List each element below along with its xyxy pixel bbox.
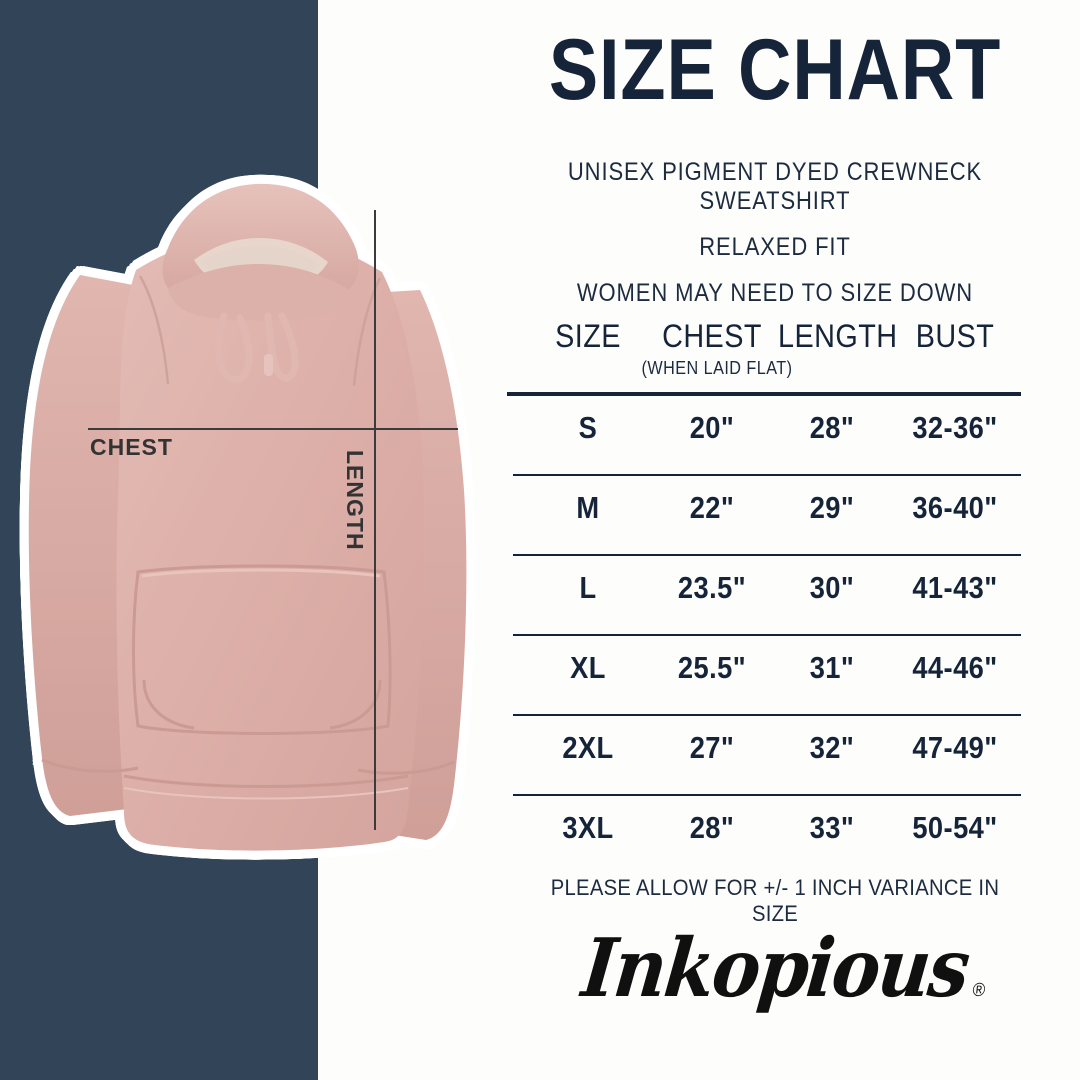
page-title: SIZE CHART	[548, 22, 1002, 118]
cell-bust: 44-46"	[912, 650, 998, 685]
cell-chest: 28"	[689, 810, 735, 845]
cell-length: 28"	[809, 410, 855, 445]
cell-bust: 36-40"	[912, 490, 998, 525]
cell-size: XL	[570, 650, 606, 685]
row-divider	[513, 714, 1021, 716]
cell-bust: 41-43"	[912, 570, 998, 605]
product-image-stage: CHEST LENGTH	[0, 0, 520, 1080]
hoodie-neck-band	[168, 264, 350, 321]
cell-bust: 32-36"	[912, 410, 998, 445]
hoodie-drawstring-right	[264, 312, 299, 382]
table-row: S 20" 28" 32-36"	[505, 396, 1045, 476]
hoodie-pocket-right-opening	[329, 679, 382, 730]
row-divider	[513, 474, 1021, 476]
cell-length: 31"	[809, 650, 855, 685]
cell-length: 30"	[809, 570, 855, 605]
table-body: S 20" 28" 32-36" M 22" 29" 36-40" L 23.5…	[505, 396, 1045, 876]
cell-chest: 22"	[689, 490, 735, 525]
hoodie-pocket-left-opening	[142, 679, 195, 730]
hoodie-left-cuff	[41, 758, 139, 773]
cell-size: L	[579, 570, 597, 605]
cell-chest: 23.5"	[677, 570, 747, 605]
cell-size: S	[578, 410, 598, 445]
cell-size: M	[576, 490, 600, 525]
cell-size: 2XL	[562, 730, 614, 765]
brand-name: Inkopious ®	[577, 919, 984, 1016]
column-header-length: LENGTH	[778, 318, 898, 354]
table-row: XL 25.5" 31" 44-46"	[505, 636, 1045, 716]
subtitle-block: UNISEX PIGMENT DYED CREWNECK SWEATSHIRT …	[505, 158, 1045, 325]
cell-chest: 20"	[689, 410, 735, 445]
length-measurement-label: LENGTH	[342, 450, 368, 551]
column-header-bust: BUST	[915, 318, 995, 354]
chest-measurement-label: CHEST	[90, 434, 173, 460]
cell-size: 3XL	[562, 810, 614, 845]
hoodie-left-shoulder-seam	[138, 275, 170, 385]
hoodie-right-cuff	[357, 760, 455, 775]
hoodie-body	[116, 234, 425, 851]
hoodie-pocket	[132, 564, 392, 735]
table-header-row: SIZE CHEST LENGTH BUST (WHEN LAID FLAT)	[505, 318, 1045, 390]
cell-length: 29"	[809, 490, 855, 525]
cell-bust: 47-49"	[912, 730, 998, 765]
table-row: M 22" 29" 36-40"	[505, 476, 1045, 556]
cell-bust: 50-54"	[912, 810, 998, 845]
hoodie-svg	[28, 183, 467, 851]
subtitle-line-2: RELAXED FIT	[699, 233, 851, 261]
cell-chest: 25.5"	[677, 650, 747, 685]
chest-measurement-line	[88, 428, 458, 430]
subtitle-line-1: UNISEX PIGMENT DYED CREWNECK SWEATSHIRT	[567, 158, 983, 215]
table-row: L 23.5" 30" 41-43"	[505, 556, 1045, 636]
table-row: 2XL 27" 32" 47-49"	[505, 716, 1045, 796]
table-top-rule	[507, 392, 1021, 396]
cell-chest: 27"	[689, 730, 735, 765]
hoodie-pocket-top-seam	[141, 568, 381, 578]
chart-content: SIZE CHART UNISEX PIGMENT DYED CREWNECK …	[505, 0, 1045, 1080]
cell-length: 33"	[809, 810, 855, 845]
size-table: SIZE CHEST LENGTH BUST (WHEN LAID FLAT) …	[505, 318, 1045, 845]
subtitle-line-3: WOMEN MAY NEED TO SIZE DOWN	[576, 279, 974, 307]
length-measurement-line	[374, 210, 376, 830]
brand-logo: Inkopious ®	[505, 920, 1045, 1045]
hoodie-drawstring-tip	[264, 354, 273, 376]
column-header-chest: CHEST	[662, 318, 762, 354]
column-header-size: SIZE	[555, 318, 621, 354]
row-divider	[513, 634, 1021, 636]
cell-length: 32"	[809, 730, 855, 765]
variance-footnote: PLEASE ALLOW FOR +/- 1 INCH VARIANCE IN …	[550, 875, 1000, 926]
chest-note: (WHEN LAID FLAT)	[641, 358, 793, 378]
row-divider	[513, 554, 1021, 556]
table-row: 3XL 28" 33" 50-54"	[505, 796, 1045, 876]
row-divider	[513, 794, 1021, 796]
hoodie-illustration	[18, 140, 518, 880]
registered-trademark-icon: ®	[971, 979, 985, 1001]
hoodie-right-shoulder-seam	[352, 277, 382, 387]
hoodie-drawstring-left	[214, 312, 253, 384]
hoodie-left-sleeve	[28, 275, 161, 816]
brand-name-text: Inkopious	[577, 919, 973, 1016]
